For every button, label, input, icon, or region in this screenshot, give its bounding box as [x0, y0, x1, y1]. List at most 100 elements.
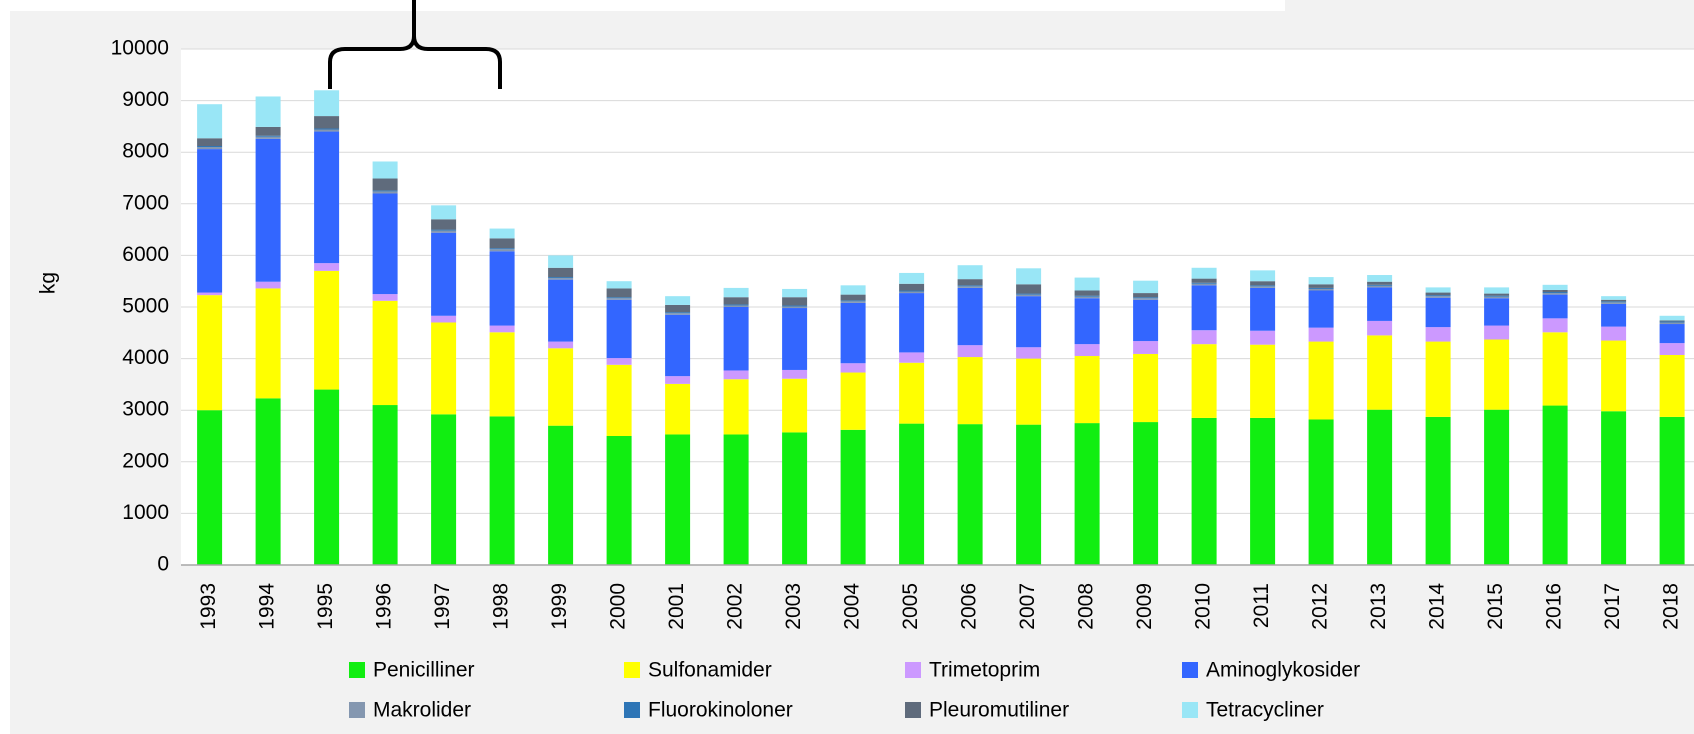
bar-segment [1016, 424, 1042, 565]
bar-segment [1367, 285, 1393, 288]
bar-segment [1250, 287, 1276, 331]
bar-segment [1250, 417, 1276, 565]
bar-segment [1191, 278, 1217, 283]
x-tick-label: 2012 [1309, 583, 1332, 630]
bar-segment [489, 325, 515, 333]
bar-segment [489, 249, 515, 252]
x-tick-label: 2008 [1075, 583, 1098, 630]
bar-segment [197, 292, 223, 296]
bar-segment [314, 129, 340, 132]
bar-segment [1542, 318, 1568, 333]
bar-segment [1016, 284, 1042, 294]
bar-segment [548, 279, 574, 342]
bar-segment [197, 138, 223, 147]
bar-segment [1133, 341, 1159, 354]
bar-segment [1659, 321, 1685, 323]
bar-segment [1308, 290, 1334, 328]
bar-segment [372, 178, 398, 191]
bar-segment [1542, 289, 1568, 293]
bar-segment [255, 96, 281, 127]
bar-segment [548, 278, 574, 280]
x-tick-label: 1995 [314, 583, 337, 630]
bar-segment [548, 348, 574, 426]
bar-segment [1484, 296, 1510, 299]
bar-segment [606, 288, 632, 298]
legend-label: Tetracycliner [1206, 699, 1324, 722]
bar-segment [255, 138, 281, 282]
bar-segment [548, 425, 574, 565]
bar-segment [372, 161, 398, 179]
bar-segment [957, 424, 983, 565]
bar-segment [372, 191, 398, 194]
x-tick-label: 2013 [1367, 583, 1390, 630]
bar-segment [1601, 302, 1627, 304]
bar-segment [1308, 419, 1334, 565]
labels: 0 1000 2000 3000 4000 5000 6000 7000 8000 9000 100… [111, 37, 1683, 722]
bar-segment [1191, 344, 1217, 418]
bar-segment [431, 230, 457, 233]
bar-segment [957, 287, 983, 346]
legend-swatch [905, 662, 921, 678]
bar-segment [899, 272, 925, 284]
bar-segment [957, 345, 983, 358]
legend-label: Sulfonamider [648, 659, 772, 682]
bar-segment [723, 304, 749, 306]
bar-segment [1425, 297, 1451, 328]
bar-segment [782, 288, 808, 298]
bar-segment [431, 414, 457, 565]
bar-segment [1425, 292, 1451, 296]
y-tick-label: 3000 [122, 398, 169, 421]
bar-segment [314, 128, 340, 130]
bar-segment [665, 376, 691, 384]
x-tick-label: 1999 [548, 583, 571, 630]
bar-segment [1601, 296, 1627, 300]
bar-segment [314, 116, 340, 129]
x-tick-label: 2016 [1543, 583, 1566, 630]
bar-segment [665, 383, 691, 435]
x-tick-label: 2017 [1601, 583, 1624, 630]
bar-segment [1074, 290, 1100, 296]
bar-segment [548, 267, 574, 278]
bar-segment [957, 265, 983, 280]
bar-segment [782, 378, 808, 433]
bar-segment [1425, 416, 1451, 565]
bar-segment [489, 238, 515, 249]
bar-segment [1074, 356, 1100, 424]
bar-segment [314, 131, 340, 264]
bar-segment [1659, 343, 1685, 355]
bar-segment [665, 313, 691, 315]
bar-segment [1250, 270, 1276, 282]
bar-segment [899, 291, 925, 294]
y-tick-label: 8000 [122, 140, 169, 163]
bar-segment [1191, 283, 1217, 286]
bar-segment [782, 305, 808, 307]
bar-segment [1133, 422, 1159, 565]
x-tick-label: 2006 [958, 583, 981, 630]
x-tick-label: 2009 [1133, 583, 1156, 630]
bar-segment [548, 277, 574, 279]
bar-segment [665, 434, 691, 565]
bar-segment [1484, 295, 1510, 297]
legend-swatch [624, 662, 640, 678]
bar-segment [1367, 409, 1393, 565]
legend-swatch [1182, 662, 1198, 678]
bar-segment [1542, 293, 1568, 295]
bar-segment [1542, 284, 1568, 290]
bar-segment [1542, 405, 1568, 565]
legend-swatch [349, 702, 365, 718]
y-tick-label: 2000 [122, 449, 169, 472]
bar-segment [1074, 277, 1100, 291]
bar-segment [899, 290, 925, 292]
bar-segment [606, 298, 632, 300]
x-tick-label: 2015 [1484, 583, 1507, 630]
bar-segment [489, 248, 515, 250]
bar-segment [957, 279, 983, 286]
bar-segment [957, 357, 983, 425]
bar-segment [431, 219, 457, 230]
bar-segment [665, 304, 691, 313]
bar-segment [1250, 344, 1276, 418]
bar-segment [1542, 332, 1568, 406]
bar-segment [255, 136, 281, 139]
bar-segment [1308, 341, 1334, 420]
bar-segment [723, 305, 749, 307]
